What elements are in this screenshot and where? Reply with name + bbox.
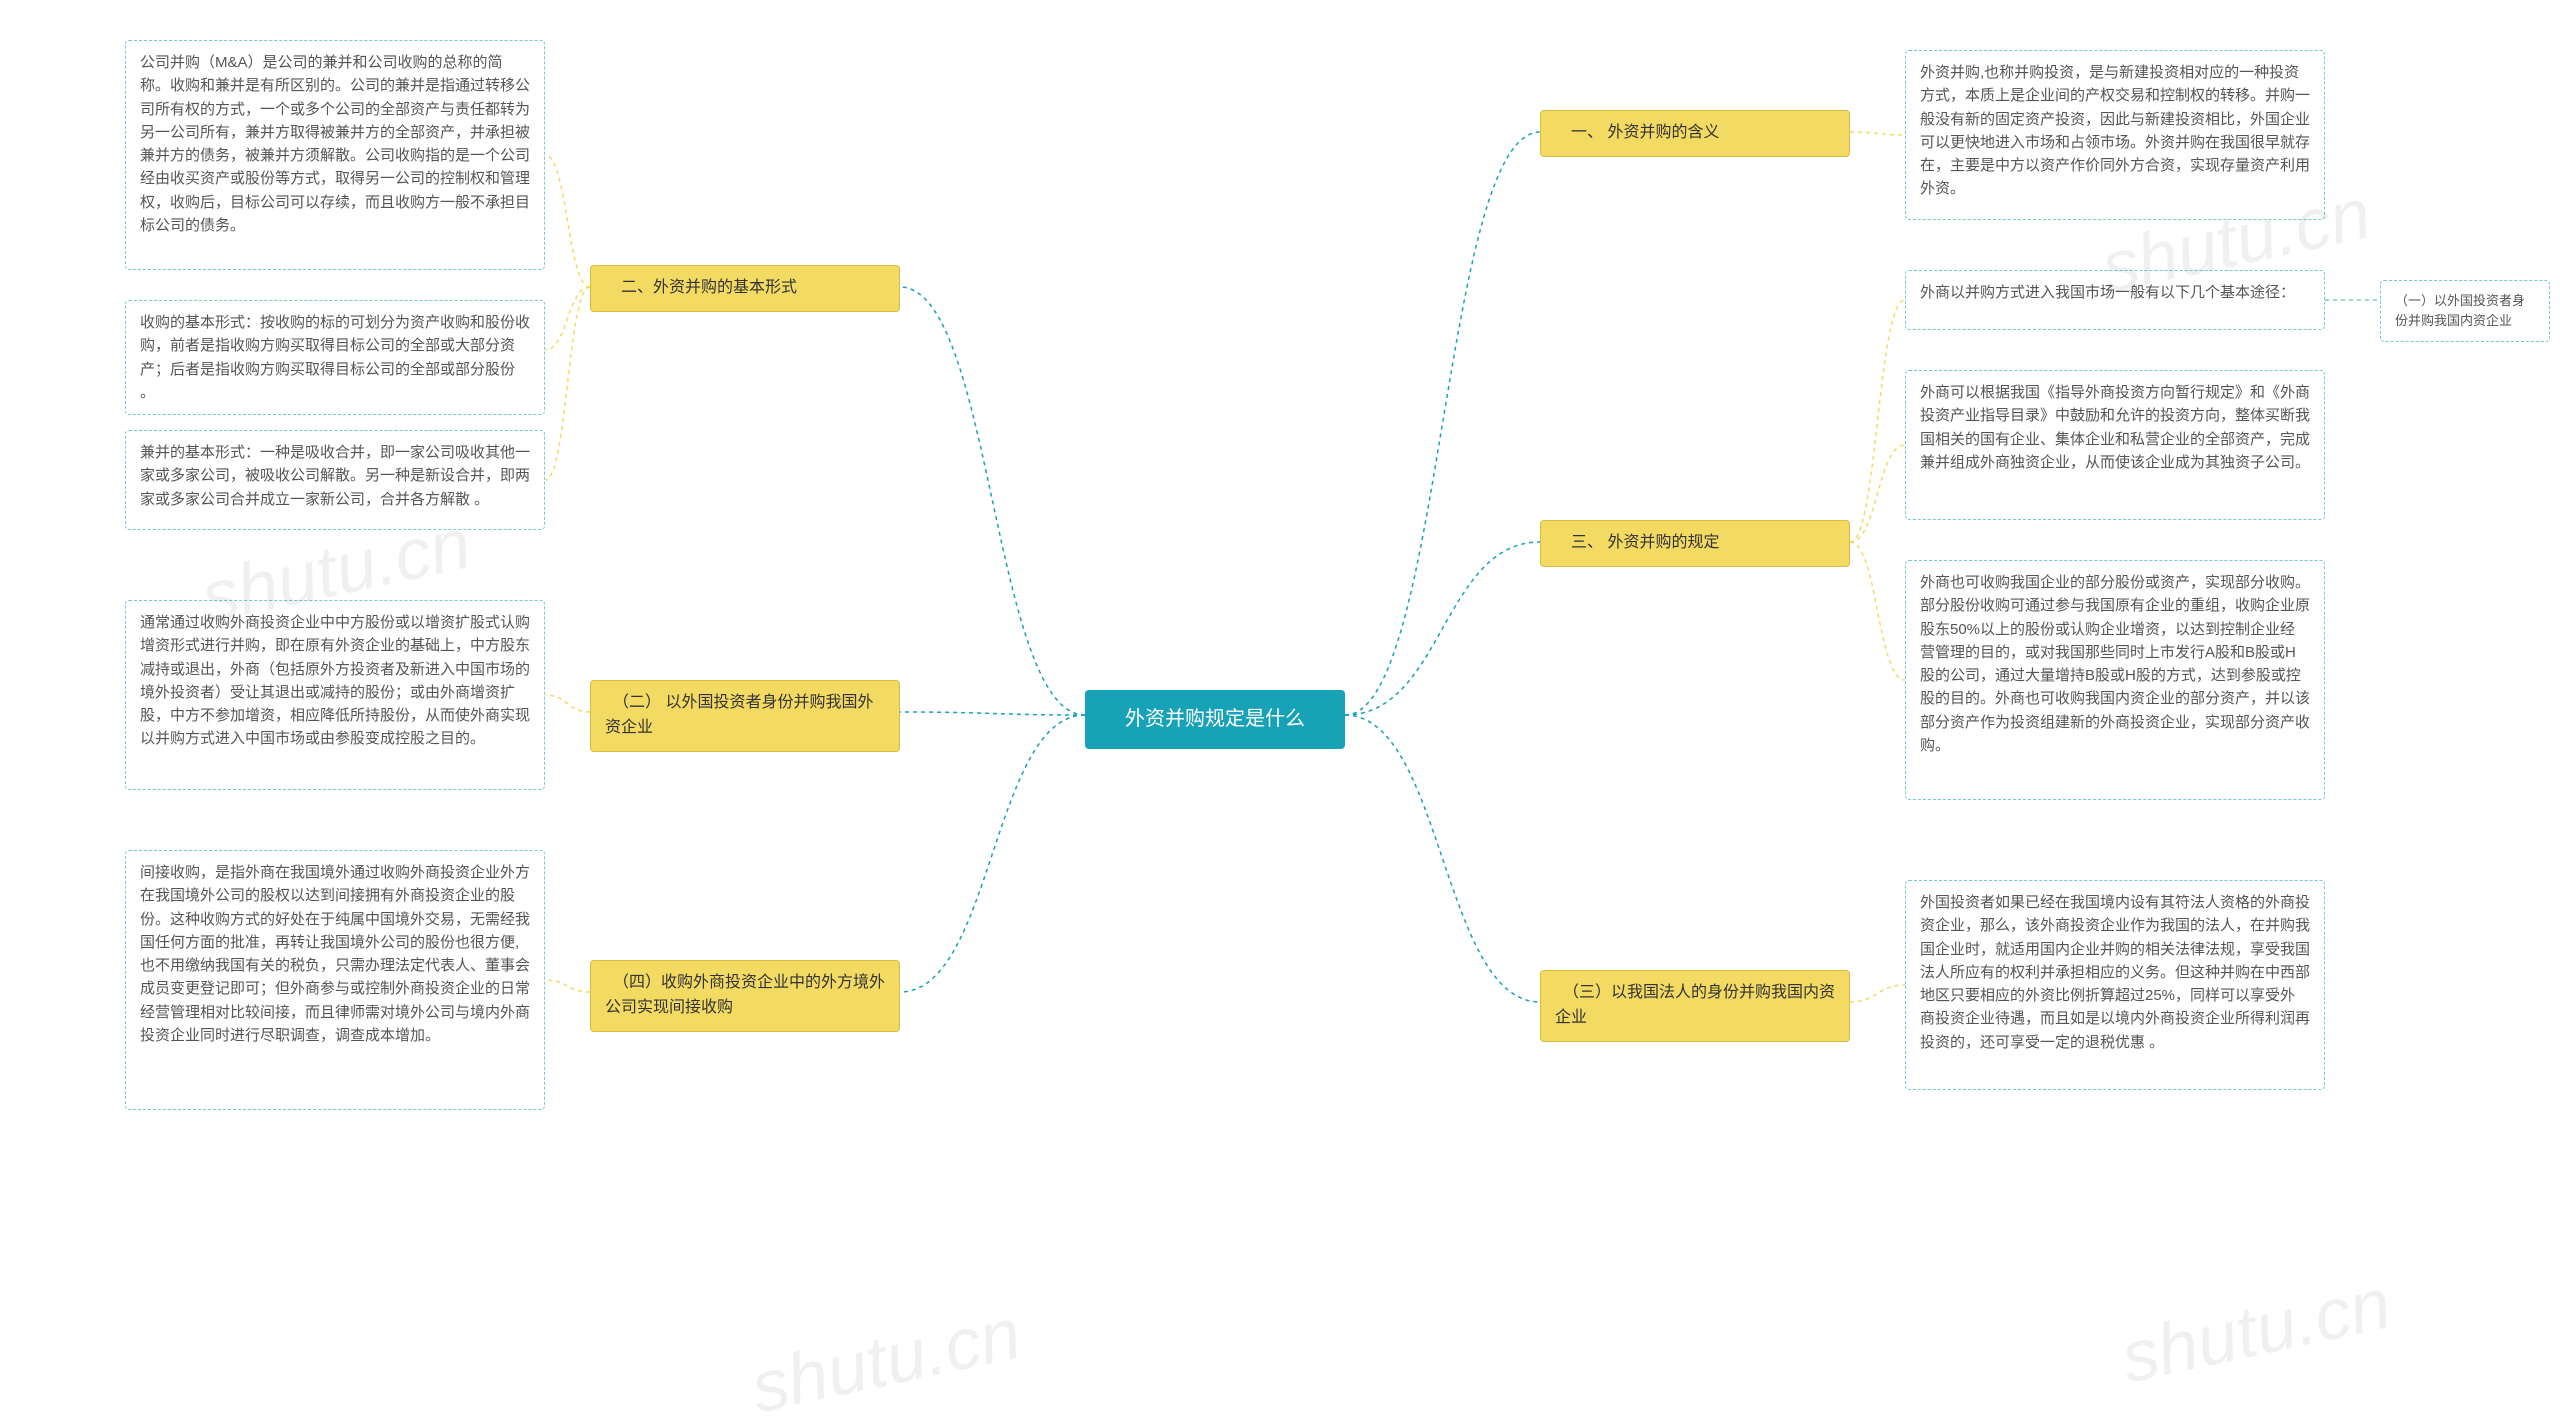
detail-node: 外商以并购方式进入我国市场一般有以下几个基本途径： [1905, 270, 2325, 330]
branch-node: （四）收购外商投资企业中的外方境外公司实现间接收购 [590, 960, 900, 1032]
detail-node: 外商可以根据我国《指导外商投资方向暂行规定》和《外商投资产业指导目录》中鼓励和允… [1905, 370, 2325, 520]
detail-node: 外国投资者如果已经在我国境内设有其符法人资格的外商投资企业，那么，该外商投资企业… [1905, 880, 2325, 1090]
detail-child-node: （一）以外国投资者身份并购我国内资企业 [2380, 280, 2550, 342]
branch-node: 一、 外资并购的含义 [1540, 110, 1850, 157]
root-node: 外资并购规定是什么 [1085, 690, 1345, 749]
branch-node: 二、外资并购的基本形式 [590, 265, 900, 312]
branch-node: 三、 外资并购的规定 [1540, 520, 1850, 567]
watermark: shutu.cn [744, 1293, 1027, 1417]
detail-node: 兼并的基本形式：一种是吸收合并，即一家公司吸收其他一家或多家公司，被吸收公司解散… [125, 430, 545, 530]
branch-node: （三）以我国法人的身份并购我国内资企业 [1540, 970, 1850, 1042]
watermark: shutu.cn [2114, 1263, 2397, 1400]
detail-node: 收购的基本形式：按收购的标的可划分为资产收购和股份收购，前者是指收购方购买取得目… [125, 300, 545, 415]
detail-node: 间接收购，是指外商在我国境外通过收购外商投资企业外方在我国境外公司的股权以达到间… [125, 850, 545, 1110]
detail-node: 通常通过收购外商投资企业中中方股份或以增资扩股式认购增资形式进行并购，即在原有外… [125, 600, 545, 790]
detail-node: 公司并购（M&A）是公司的兼并和公司收购的总称的简称。收购和兼并是有所区别的。公… [125, 40, 545, 270]
branch-node: （二） 以外国投资者身份并购我国外资企业 [590, 680, 900, 752]
detail-node: 外商也可收购我国企业的部分股份或资产，实现部分收购。部分股份收购可通过参与我国原… [1905, 560, 2325, 800]
detail-node: 外资并购,也称并购投资，是与新建投资相对应的一种投资方式，本质上是企业间的产权交… [1905, 50, 2325, 220]
